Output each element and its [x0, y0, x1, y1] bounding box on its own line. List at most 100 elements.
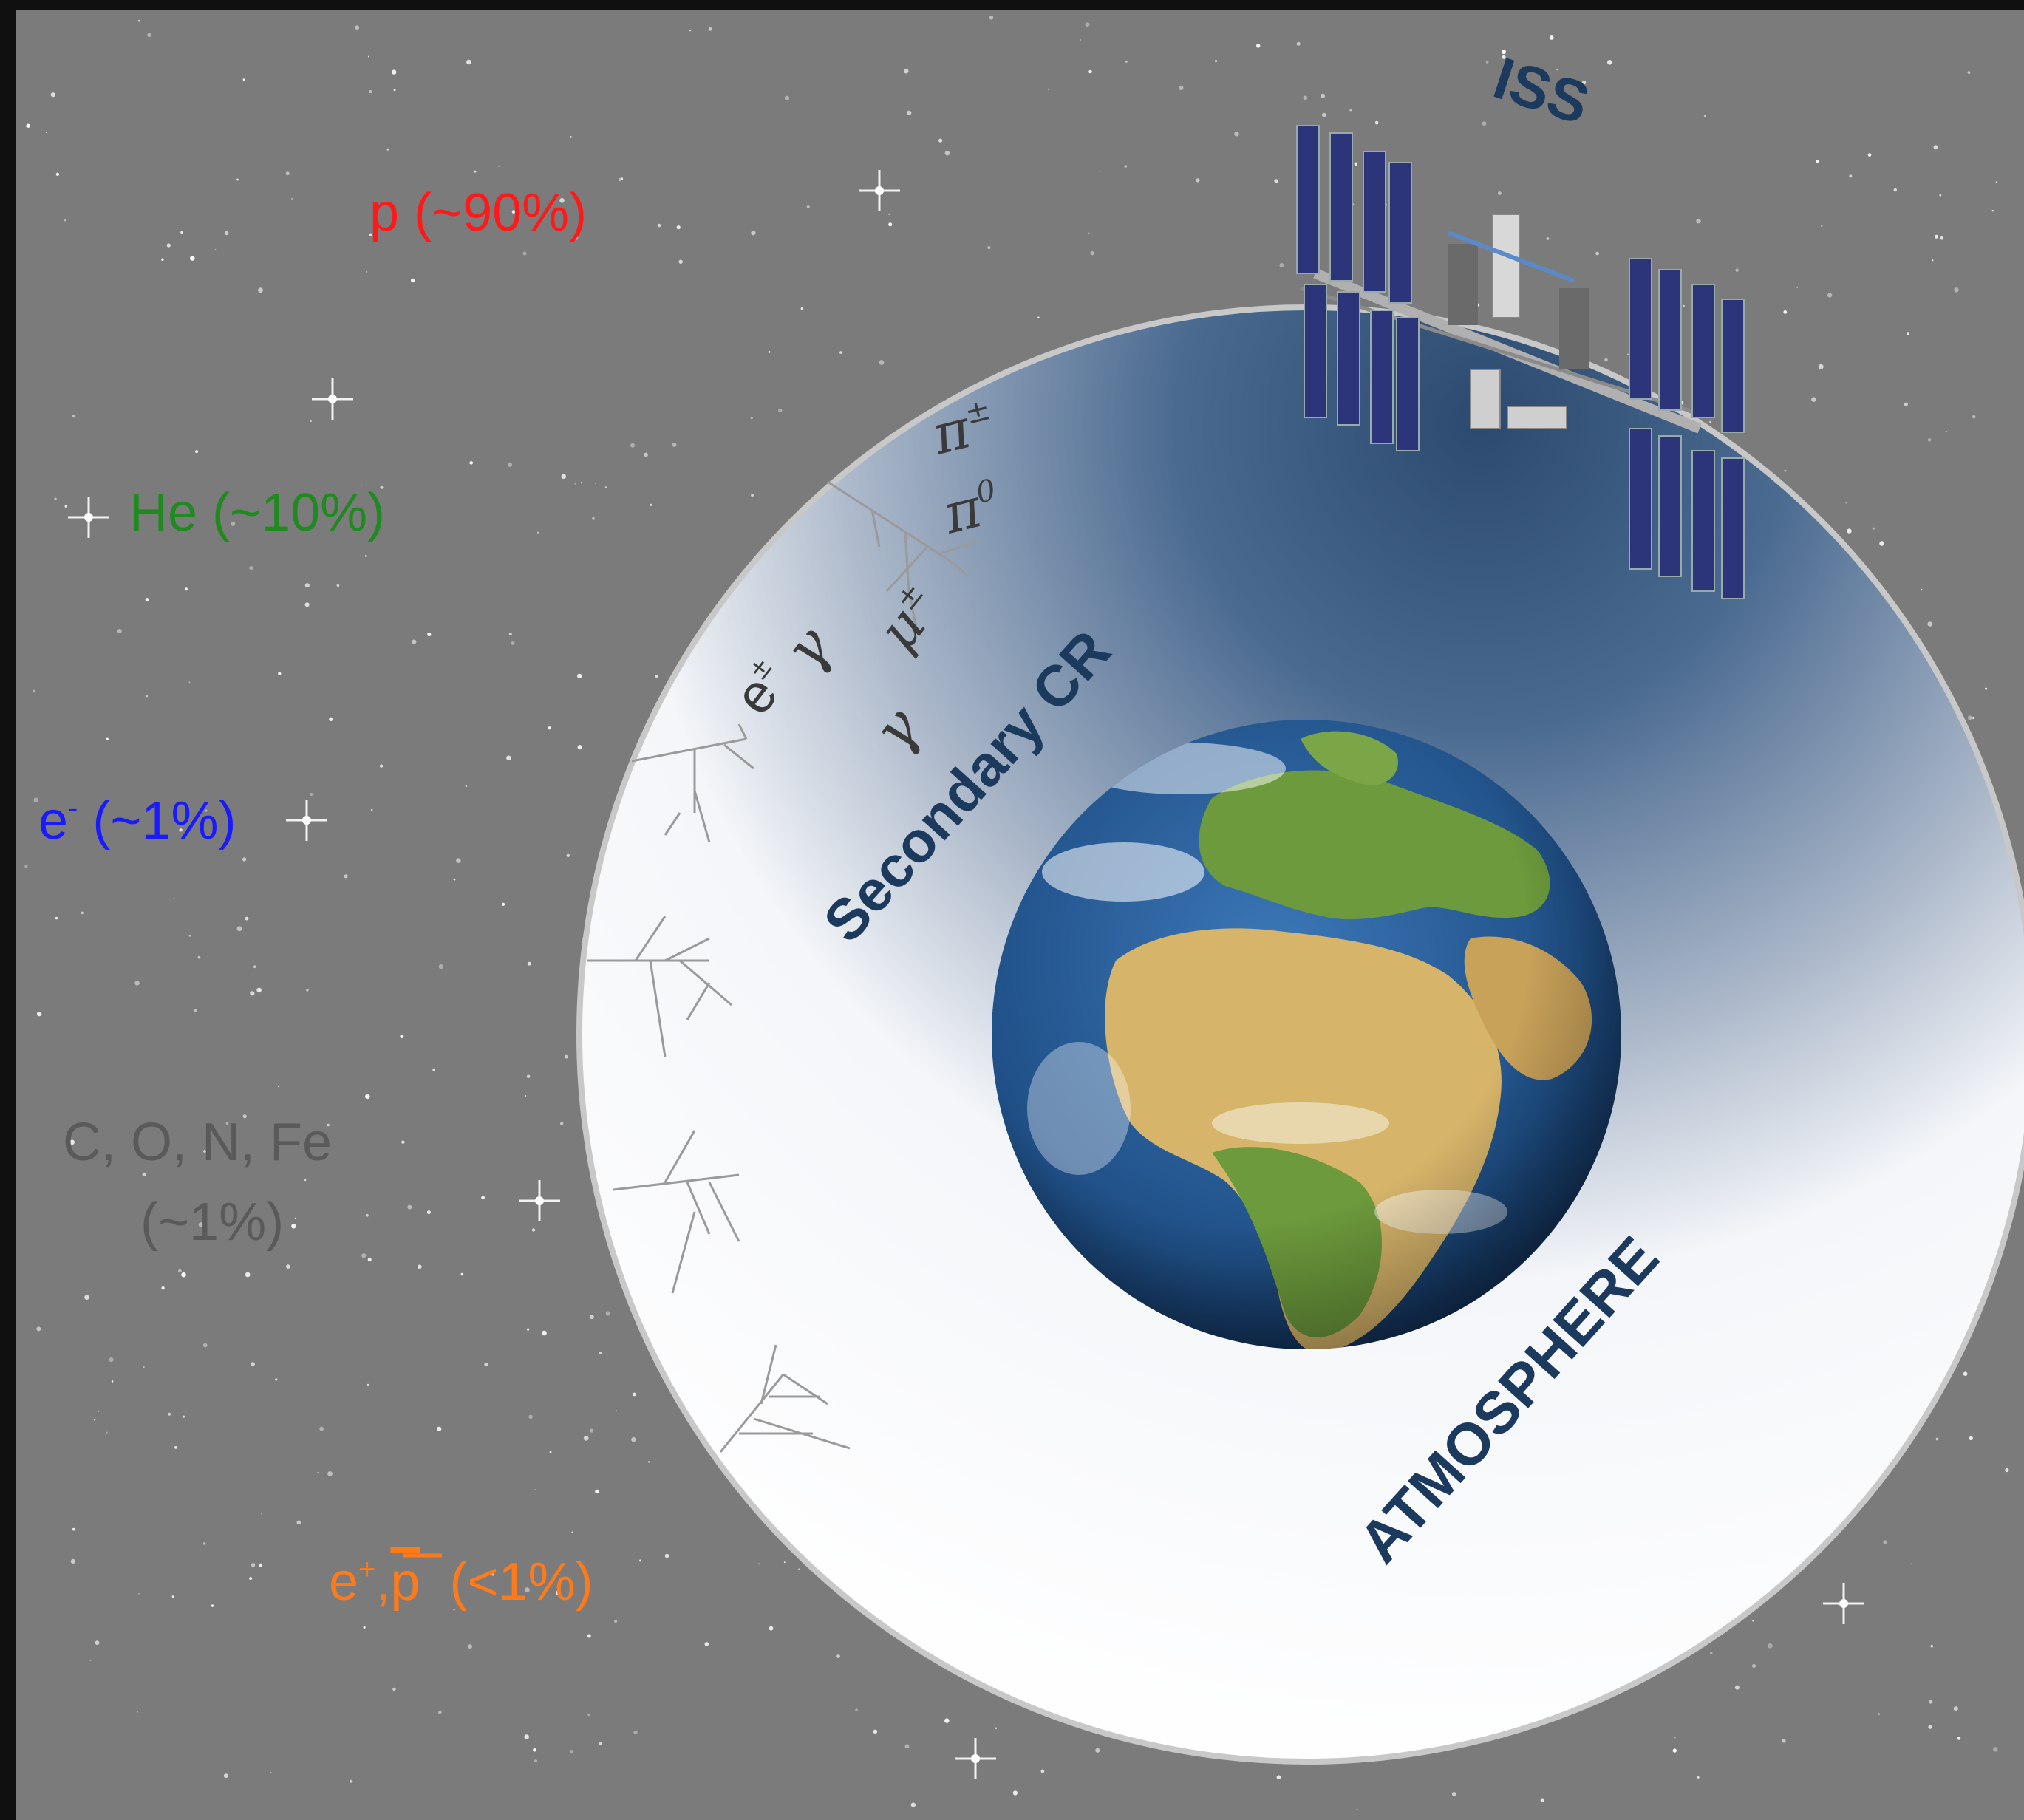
- star: [69, 1139, 75, 1145]
- star: [453, 878, 456, 881]
- star: [595, 1489, 599, 1494]
- star: [672, 442, 677, 447]
- star: [319, 1426, 324, 1431]
- star: [1179, 85, 1184, 91]
- star: [657, 223, 661, 228]
- star: [211, 1604, 214, 1607]
- star: [166, 243, 171, 248]
- star: [245, 1272, 251, 1278]
- star: [371, 808, 373, 811]
- star: [768, 351, 771, 353]
- star: [800, 307, 804, 310]
- star: [751, 494, 754, 497]
- star: [1540, 1798, 1545, 1802]
- star: [84, 1295, 89, 1300]
- star: [1354, 162, 1358, 166]
- star: [55, 916, 58, 920]
- star: [1849, 174, 1853, 178]
- star: [525, 1095, 527, 1097]
- star: [527, 1328, 530, 1331]
- star: [1945, 430, 1947, 432]
- star: [97, 1410, 99, 1412]
- star: [1276, 1775, 1281, 1779]
- star: [245, 916, 249, 921]
- star: [417, 1264, 422, 1269]
- star: [306, 989, 309, 992]
- star: [1735, 268, 1739, 272]
- antimatter-sep: ,: [375, 1553, 390, 1612]
- bright-star-core: [328, 395, 337, 403]
- star: [1498, 191, 1502, 195]
- star: [1827, 293, 1833, 298]
- star: [136, 1711, 138, 1713]
- star: [839, 351, 842, 354]
- electron-rest: (~1%): [78, 791, 236, 851]
- star: [109, 1357, 114, 1363]
- star: [806, 205, 810, 208]
- star: [258, 287, 263, 293]
- star: [24, 865, 28, 868]
- star: [1953, 1706, 1958, 1711]
- star: [1356, 1808, 1358, 1810]
- star: [242, 1114, 247, 1119]
- star: [484, 1362, 488, 1367]
- star: [400, 1035, 404, 1039]
- star: [1893, 188, 1897, 192]
- star: [548, 726, 551, 730]
- star: [250, 991, 255, 996]
- star: [587, 1713, 590, 1717]
- star: [1546, 237, 1550, 240]
- star: [161, 1286, 165, 1290]
- star: [474, 170, 477, 173]
- star: [36, 1326, 41, 1332]
- star: [528, 1414, 533, 1419]
- star: [506, 755, 511, 761]
- star: [426, 1210, 431, 1215]
- star: [1683, 304, 1685, 307]
- star: [1296, 41, 1301, 46]
- star: [678, 259, 683, 264]
- star: [275, 1140, 278, 1143]
- star: [524, 1734, 529, 1739]
- particle-shower-icon: [587, 480, 984, 1453]
- star: [336, 584, 340, 587]
- star: [278, 1085, 279, 1088]
- star: [1768, 1643, 1773, 1649]
- star: [261, 1513, 263, 1515]
- star: [618, 177, 622, 182]
- star: [437, 1426, 442, 1431]
- star: [411, 278, 415, 283]
- bright-star-core: [535, 1196, 544, 1205]
- star: [556, 1590, 561, 1595]
- star: [304, 1179, 307, 1182]
- star: [1196, 178, 1200, 183]
- star: [1972, 716, 1975, 720]
- star: [778, 408, 783, 413]
- star: [598, 1742, 602, 1745]
- star: [836, 1654, 840, 1658]
- star: [664, 1553, 669, 1558]
- star: [465, 785, 468, 787]
- star: [989, 16, 994, 20]
- star: [188, 681, 191, 684]
- star: [365, 270, 367, 273]
- star: [460, 1272, 464, 1276]
- star: [401, 1140, 405, 1144]
- star: [1969, 1436, 1973, 1441]
- bright-star-core: [971, 1754, 980, 1763]
- star: [134, 981, 140, 986]
- star: [1710, 1652, 1713, 1654]
- star: [214, 248, 217, 251]
- star: [286, 1264, 290, 1269]
- star: [202, 1343, 208, 1348]
- star: [590, 1428, 594, 1433]
- star: [259, 989, 261, 992]
- star: [1933, 145, 1938, 150]
- star: [535, 1489, 537, 1490]
- bright-star-core: [302, 816, 311, 825]
- star: [1991, 210, 1994, 212]
- star: [1501, 50, 1507, 55]
- star: [33, 797, 38, 803]
- star: [369, 233, 372, 236]
- star: [650, 503, 652, 506]
